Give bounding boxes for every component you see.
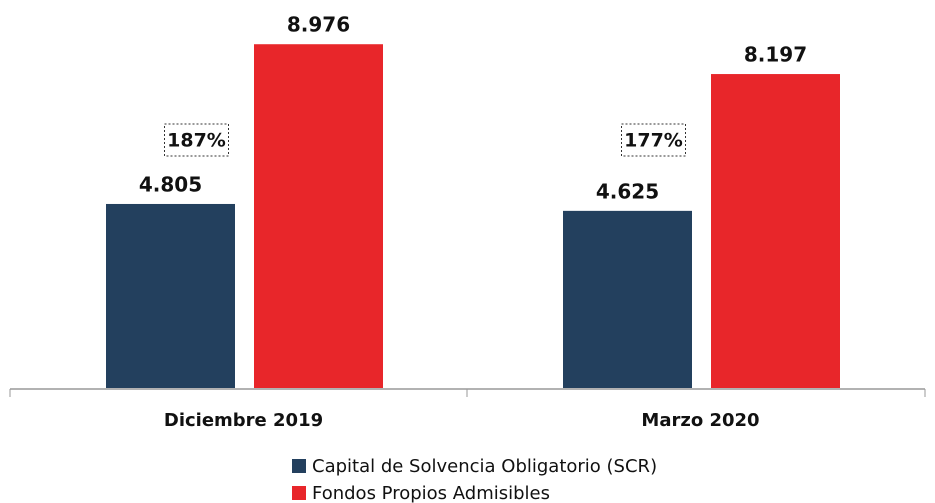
bar: [254, 44, 383, 388]
legend-swatch: [292, 459, 306, 473]
x-tick-label: Marzo 2020: [641, 410, 759, 431]
value-label: 4.805: [139, 172, 202, 196]
x-tick-label: Diciembre 2019: [164, 410, 323, 431]
annotation: 177%: [624, 130, 683, 152]
legend-label: Fondos Propios Admisibles: [312, 483, 550, 503]
legend-swatch: [292, 486, 306, 500]
annotation-box: [164, 123, 229, 157]
bar: [106, 203, 235, 388]
bar: [563, 210, 692, 388]
bar: [711, 74, 840, 388]
annotation-box: [621, 123, 686, 157]
value-label: 8.976: [287, 13, 350, 37]
legend-label: Capital de Solvencia Obligatorio (SCR): [312, 456, 657, 477]
annotation: 187%: [167, 130, 226, 152]
value-label: 8.197: [744, 43, 807, 67]
value-label: 4.625: [596, 179, 659, 203]
